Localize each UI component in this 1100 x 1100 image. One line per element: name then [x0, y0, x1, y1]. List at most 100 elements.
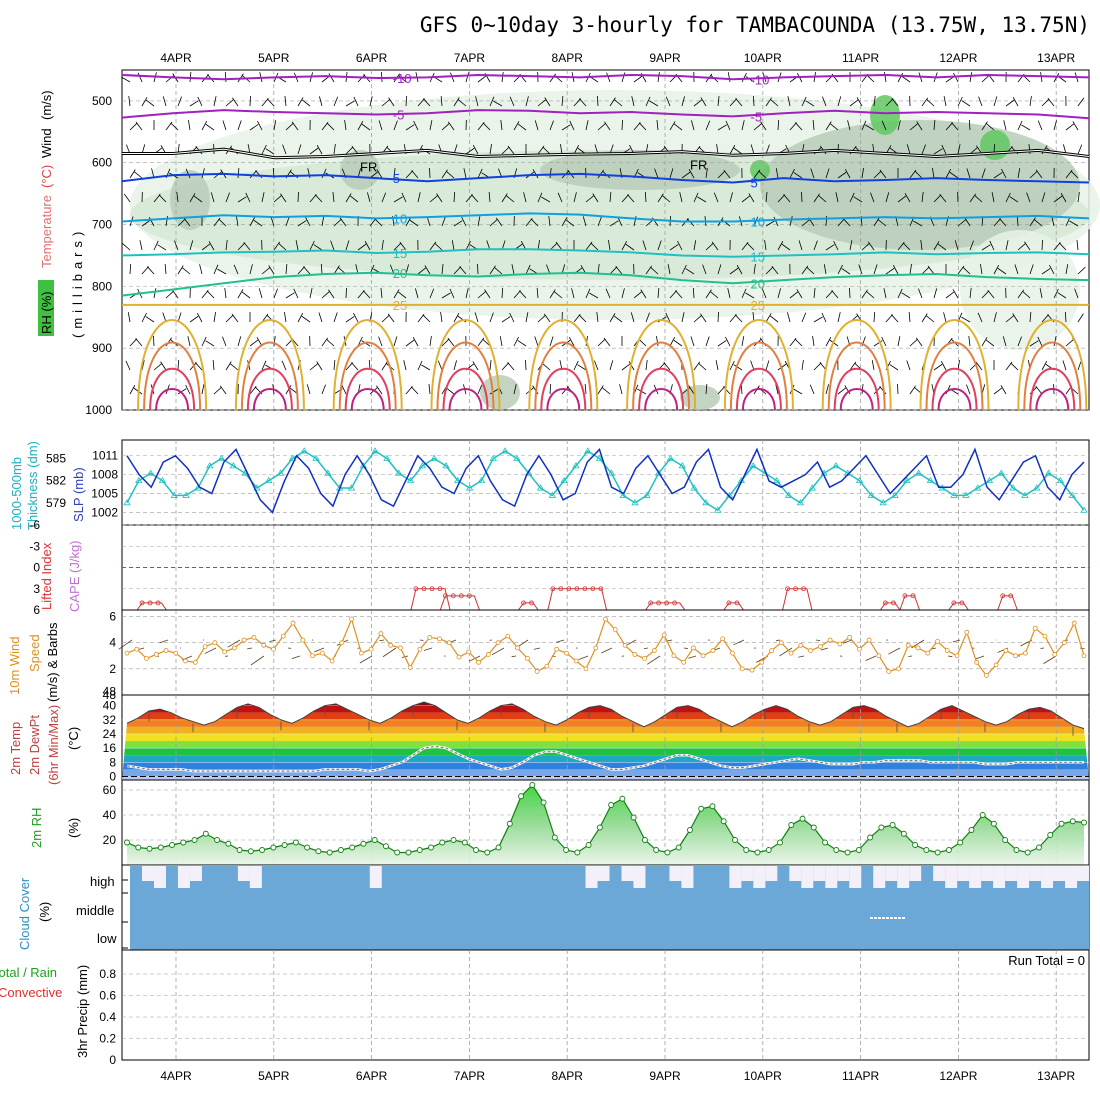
wind10m-barb: [379, 639, 385, 642]
wind-speed-marker: [222, 649, 228, 655]
wind-barb: [693, 192, 699, 203]
wind-barb: [177, 388, 187, 395]
wind-barb: [494, 267, 503, 275]
wind-barb: [436, 193, 443, 203]
rh-marker: [608, 802, 615, 808]
cape-marker: [959, 600, 965, 606]
thickness-line-marker: [891, 491, 899, 498]
thickness-line-marker: [595, 454, 604, 461]
wind-barb: [549, 120, 554, 131]
wind-barb: [353, 312, 359, 323]
wind-barb: [297, 97, 304, 107]
wind-barb: [465, 194, 473, 203]
cloud-high-gap: [585, 866, 598, 888]
wind-barb: [723, 386, 731, 395]
wind-barb: [441, 169, 448, 179]
rh-tick-label: 40: [103, 808, 117, 822]
wind-barb: [835, 192, 839, 203]
rh-marker: [157, 844, 164, 851]
wind-barb: [748, 193, 755, 203]
wind-speed-marker: [925, 650, 931, 656]
bottom-date-label: 7APR: [454, 1069, 486, 1083]
wind-barb: [794, 338, 803, 347]
wind-barb: [821, 312, 827, 323]
temp-band: [122, 741, 1089, 749]
wind-barb: [417, 267, 427, 275]
thickness-line-marker: [371, 447, 379, 454]
cloud-high-gap: [1053, 866, 1066, 881]
precip-total-rain-label: Total / Rain: [0, 965, 57, 980]
thickness-line-marker: [1056, 476, 1065, 484]
warm-cell-isotherm: [1029, 367, 1076, 411]
wind-barb: [986, 123, 995, 131]
wind-barb: [841, 268, 851, 275]
thickness-line-marker: [1009, 484, 1017, 491]
slp-line: [126, 447, 1085, 514]
cloud-high-gap: [1077, 866, 1090, 881]
thickness-line-marker: [170, 491, 178, 498]
cloud-high-gap: [237, 866, 250, 881]
wind-barb: [577, 364, 587, 371]
wind-barb: [206, 290, 215, 299]
cape-marker: [521, 600, 526, 606]
wind-barb: [393, 242, 402, 251]
rh-marker: [349, 844, 356, 851]
wind-barb: [488, 192, 491, 203]
isotherm-label: -5: [393, 108, 405, 123]
wind-barb: [609, 220, 619, 227]
wind-barb: [669, 290, 677, 299]
wind-barb: [920, 240, 923, 251]
wind-barb: [405, 170, 414, 179]
wind-barb: [357, 290, 365, 299]
wind-barb: [608, 240, 611, 251]
wind-barb: [501, 316, 511, 323]
wind-barb: [1029, 217, 1036, 227]
wind-barb: [861, 120, 867, 131]
wind-barb: [913, 220, 923, 227]
wind-barb: [376, 169, 383, 179]
wind-barb: [499, 336, 503, 347]
wind-speed-marker: [271, 646, 276, 652]
rh-marker: [630, 814, 637, 821]
wind-barb: [633, 122, 641, 131]
cape-line: [439, 595, 480, 611]
wind-barb: [543, 313, 551, 323]
wind-barb: [380, 288, 383, 299]
rh-marker: [540, 799, 547, 806]
wind-barb: [213, 387, 222, 395]
wind-barb: [1017, 168, 1021, 179]
wind-barb: [698, 363, 707, 371]
wind-barb: [477, 216, 481, 227]
wind-barb: [812, 336, 815, 347]
wind-barb: [530, 218, 539, 227]
wind-speed-marker: [730, 650, 735, 656]
cape-line: [899, 595, 920, 611]
wind-speed-marker: [720, 636, 726, 642]
wind-barb: [969, 240, 974, 251]
wind-barb: [319, 96, 323, 107]
wind-barb: [765, 144, 770, 155]
bottom-date-axis: 4APR 5APR 6APR 7APR 8APR 9APR 10APR 11APR 12APR 1…: [160, 1069, 1075, 1083]
wind-barb: [393, 289, 400, 299]
wind-barb: [597, 216, 602, 227]
wind-barb: [861, 168, 864, 179]
wind-barb: [933, 148, 943, 155]
temp-tick-label: 40: [103, 699, 117, 713]
wind-barb: [621, 288, 625, 299]
thickness-line-marker: [997, 469, 1006, 476]
top-date-label: 7APR: [454, 51, 486, 65]
wind-barb: [825, 121, 832, 131]
thickness-line-marker: [962, 491, 970, 498]
wind-barb: [376, 385, 383, 395]
rh2m-ticks: 20 40 60: [103, 783, 117, 847]
cloud-high-gap: [885, 866, 898, 881]
warm-cell-isotherm: [821, 319, 892, 411]
millibars-label: (millibars): [70, 227, 85, 338]
wind-barb: [313, 244, 323, 251]
wind-barb: [1005, 315, 1015, 323]
wind-barb: [723, 169, 731, 179]
temp-band: [122, 762, 1089, 770]
rh-marker: [360, 840, 367, 847]
precip-tick-label: 0: [109, 1053, 116, 1067]
